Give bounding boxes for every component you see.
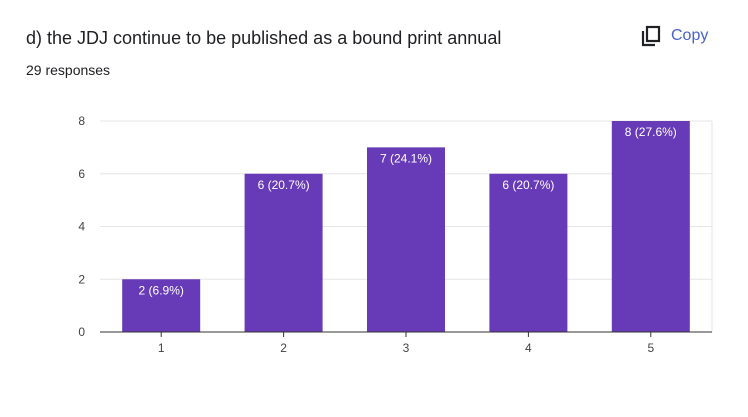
x-tick-label: 4 (525, 341, 532, 355)
bar-data-label: 8 (27.6%) (625, 125, 677, 139)
bar (611, 121, 690, 332)
y-tick-label: 6 (78, 167, 85, 181)
question-title: d) the JDJ continue to be published as a… (26, 28, 502, 48)
copy-icon (640, 25, 662, 47)
y-tick-label: 2 (78, 272, 85, 286)
bar (244, 173, 323, 332)
bar-data-label: 6 (20.7%) (502, 178, 554, 192)
bar (122, 279, 201, 332)
bar (367, 147, 445, 332)
y-tick-label: 8 (78, 114, 85, 128)
x-tick-label: 2 (280, 341, 287, 355)
y-tick-label: 0 (78, 325, 85, 339)
x-tick-label: 1 (158, 341, 165, 355)
x-tick-label: 5 (647, 341, 654, 355)
bar-data-label: 6 (20.7%) (258, 178, 310, 192)
bar (489, 173, 568, 332)
response-count: 29 responses (26, 62, 111, 78)
bar-data-label: 2 (6.9%) (139, 283, 184, 297)
copy-label: Copy (671, 27, 709, 44)
y-tick-label: 4 (78, 220, 85, 234)
bar-data-label: 7 (24.1%) (380, 151, 432, 165)
copy-button[interactable]: Copy (636, 20, 712, 52)
x-tick-label: 3 (403, 341, 410, 355)
